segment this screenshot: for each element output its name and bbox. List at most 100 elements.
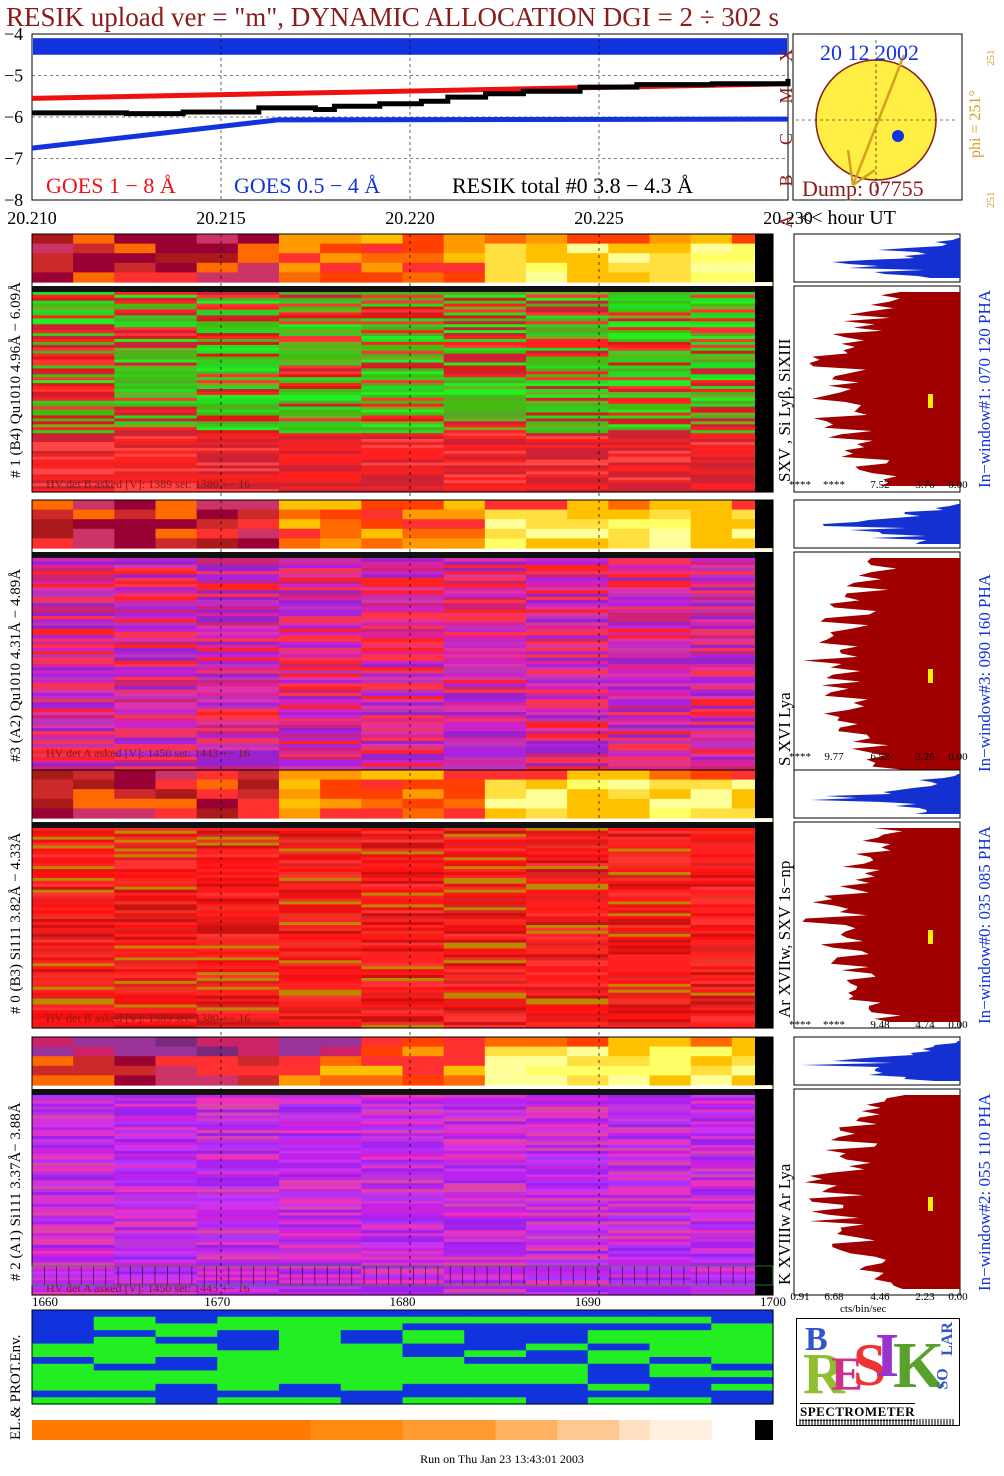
channel-2-strip-cell <box>114 1065 157 1076</box>
channel-2-strip-cell <box>155 1046 198 1057</box>
channel-3-map-cell <box>196 651 280 655</box>
channel-2-map-cell <box>196 1224 280 1228</box>
channel-0-map-cell <box>526 954 609 958</box>
channel-0-strip-cell <box>114 789 157 800</box>
channel-0-map-cell <box>443 966 527 970</box>
channel-2-map-cell <box>690 1162 774 1167</box>
channel-3-map-cell <box>608 712 692 716</box>
channel-1-map-cell <box>608 483 692 487</box>
channel-1-strip-cell <box>361 234 404 245</box>
channel-0-map-cell <box>361 863 445 867</box>
channel-3-map-cell <box>361 680 445 684</box>
channel-1-map-cell <box>196 447 280 452</box>
channel-3-map-cell <box>196 737 280 742</box>
channel-3-map-cell <box>32 603 115 607</box>
channel-1-map-cell <box>443 441 527 446</box>
channel-0-strip-cell <box>73 779 115 790</box>
logo-label: SPECTROMETER <box>800 1403 916 1421</box>
channel-0-map-cell <box>361 1001 445 1006</box>
channel-1-map-cell <box>526 365 609 369</box>
channel-1-map-cell <box>608 353 692 358</box>
channel-2-map-cell <box>114 1165 198 1170</box>
channel-1-map-cell <box>361 386 445 390</box>
channel-0-map-cell <box>32 913 115 917</box>
channel-3-map-cell <box>526 561 609 566</box>
channel-0-map-cell <box>361 995 445 1000</box>
channel-3-map-cell <box>279 600 362 604</box>
channel-2-map-cell <box>114 1286 198 1290</box>
channel-1-map-cell <box>196 412 280 417</box>
channel-0-map-cell <box>196 957 280 961</box>
channel-2-map-cell <box>361 1100 445 1105</box>
channel-1-map-cell <box>114 377 198 381</box>
channel-0-map-cell <box>690 851 774 855</box>
channel-3-map-cell <box>526 763 609 767</box>
channel-0-map-cell <box>279 975 362 979</box>
channel-0-map-cell <box>443 975 527 979</box>
channel-3-map-cell <box>279 737 362 742</box>
channel-1-map-cell <box>443 436 527 440</box>
channel-3-map-cell <box>526 648 609 652</box>
channel-0-strip-cell <box>237 808 280 819</box>
channel-1-map-cell <box>32 359 115 364</box>
channel-2-strip-cell <box>32 1056 74 1067</box>
channel-0-map-cell <box>608 942 692 947</box>
channel-0-map-cell <box>114 975 198 979</box>
channel-2-map-cell <box>526 1236 609 1240</box>
channel-0-map-cell <box>361 1022 445 1026</box>
channel-3-map-cell <box>443 587 527 591</box>
channel-2-map-cell <box>114 1250 198 1255</box>
channel-2-map-cell <box>114 1150 198 1155</box>
channel-3-map-cell <box>690 580 774 585</box>
channel-3-map-cell <box>443 561 527 566</box>
channel-2-map-cell <box>279 1268 362 1273</box>
channel-0-map-cell <box>608 880 692 885</box>
channel-0-map-cell <box>443 869 527 873</box>
channel-1-strip-cell <box>32 253 74 264</box>
channel-0-map-cell <box>526 1010 609 1014</box>
channel-2-map-cell <box>361 1136 445 1140</box>
channel-2-strip-cell <box>567 1075 609 1086</box>
channel-3-map-cell <box>196 664 280 668</box>
channel-1-map-cell <box>279 291 362 296</box>
channel-1-strip-cell <box>402 253 445 264</box>
channel-1-map-cell <box>608 318 692 322</box>
channel-0-map-cell <box>608 1013 692 1017</box>
channel-1-map-cell <box>32 427 115 431</box>
channel-0-map-cell <box>114 895 198 900</box>
channel-1-map-cell <box>690 477 774 481</box>
channel-2-map-cell <box>690 1224 774 1228</box>
channel-3-map-cell <box>32 731 115 735</box>
channel-3-map-cell <box>443 667 527 671</box>
channel-1-map-cell <box>361 477 445 481</box>
channel-3-map-cell <box>279 753 362 758</box>
channel-0-map-cell <box>114 972 198 976</box>
channel-2-map-cell <box>361 1168 445 1172</box>
channel-1-map-cell <box>114 347 198 352</box>
channel-1-map-cell <box>196 406 280 411</box>
channel-1-map-cell <box>526 468 609 472</box>
channel-1-map-cell <box>361 356 445 361</box>
channel-3-map-cell <box>279 702 362 707</box>
channel-0-map-cell <box>114 1001 198 1006</box>
channel-2-map-cell <box>526 1183 609 1187</box>
channel-3-map-cell <box>196 756 280 761</box>
channel-2-map-cell <box>279 1097 362 1102</box>
channel-3-strip-cell <box>526 519 568 530</box>
env-map-cell <box>587 1357 651 1365</box>
channel-1-map-cell <box>526 368 609 372</box>
channel-3-map-cell <box>361 699 445 703</box>
channel-3-strip-cell <box>114 528 157 539</box>
channel-0-pha-tick-label: **** <box>789 1019 811 1031</box>
channel-2-map-cell <box>361 1165 445 1170</box>
channel-3-pha-tick-label: 6.52 <box>870 751 889 763</box>
env-map-cell <box>217 1310 280 1318</box>
channel-2-map-cell <box>114 1203 198 1208</box>
channel-3-map-cell <box>114 574 198 579</box>
channel-3-map-cell <box>690 712 774 716</box>
channel-1-map-cell <box>279 359 362 364</box>
channel-2-map-cell <box>196 1230 280 1234</box>
channel-0-map-cell <box>361 942 445 947</box>
channel-1-map-cell <box>279 433 362 437</box>
channel-3-map-cell <box>279 683 362 687</box>
